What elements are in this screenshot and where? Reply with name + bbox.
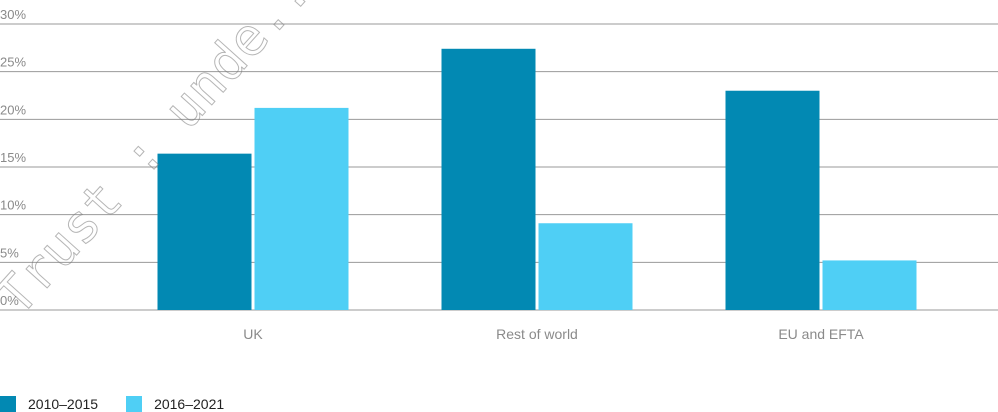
bar [254, 107, 349, 310]
legend-item-series-1: 2010–2015 [0, 396, 98, 412]
y-tick-label: 0% [0, 293, 19, 308]
legend-item-series-2: 2016–2021 [126, 396, 224, 412]
x-axis-categories: UK Rest of world EU and EFTA [243, 326, 864, 342]
y-tick-label: 15% [0, 150, 26, 165]
bars [157, 48, 917, 310]
y-tick-label: 10% [0, 198, 26, 213]
y-tick-label: 5% [0, 245, 19, 260]
bar [441, 48, 536, 310]
y-tick-label: 30% [0, 7, 26, 22]
legend: 2010–2015 2016–2021 [0, 396, 252, 412]
x-category-label: EU and EFTA [778, 326, 864, 342]
x-category-label: UK [243, 326, 263, 342]
bar [822, 260, 917, 310]
x-category-label: Rest of world [496, 326, 578, 342]
y-tick-label: 25% [0, 55, 26, 70]
bar [157, 153, 252, 310]
bar [725, 90, 820, 310]
legend-swatch [0, 396, 16, 412]
y-tick-label: 20% [0, 102, 26, 117]
bar [538, 223, 633, 310]
legend-label: 2016–2021 [154, 396, 225, 412]
legend-swatch [126, 396, 143, 412]
y-axis-ticks: 0% 5% 10% 15% 20% 25% 30% [0, 7, 26, 308]
legend-label: 2010–2015 [28, 396, 99, 412]
